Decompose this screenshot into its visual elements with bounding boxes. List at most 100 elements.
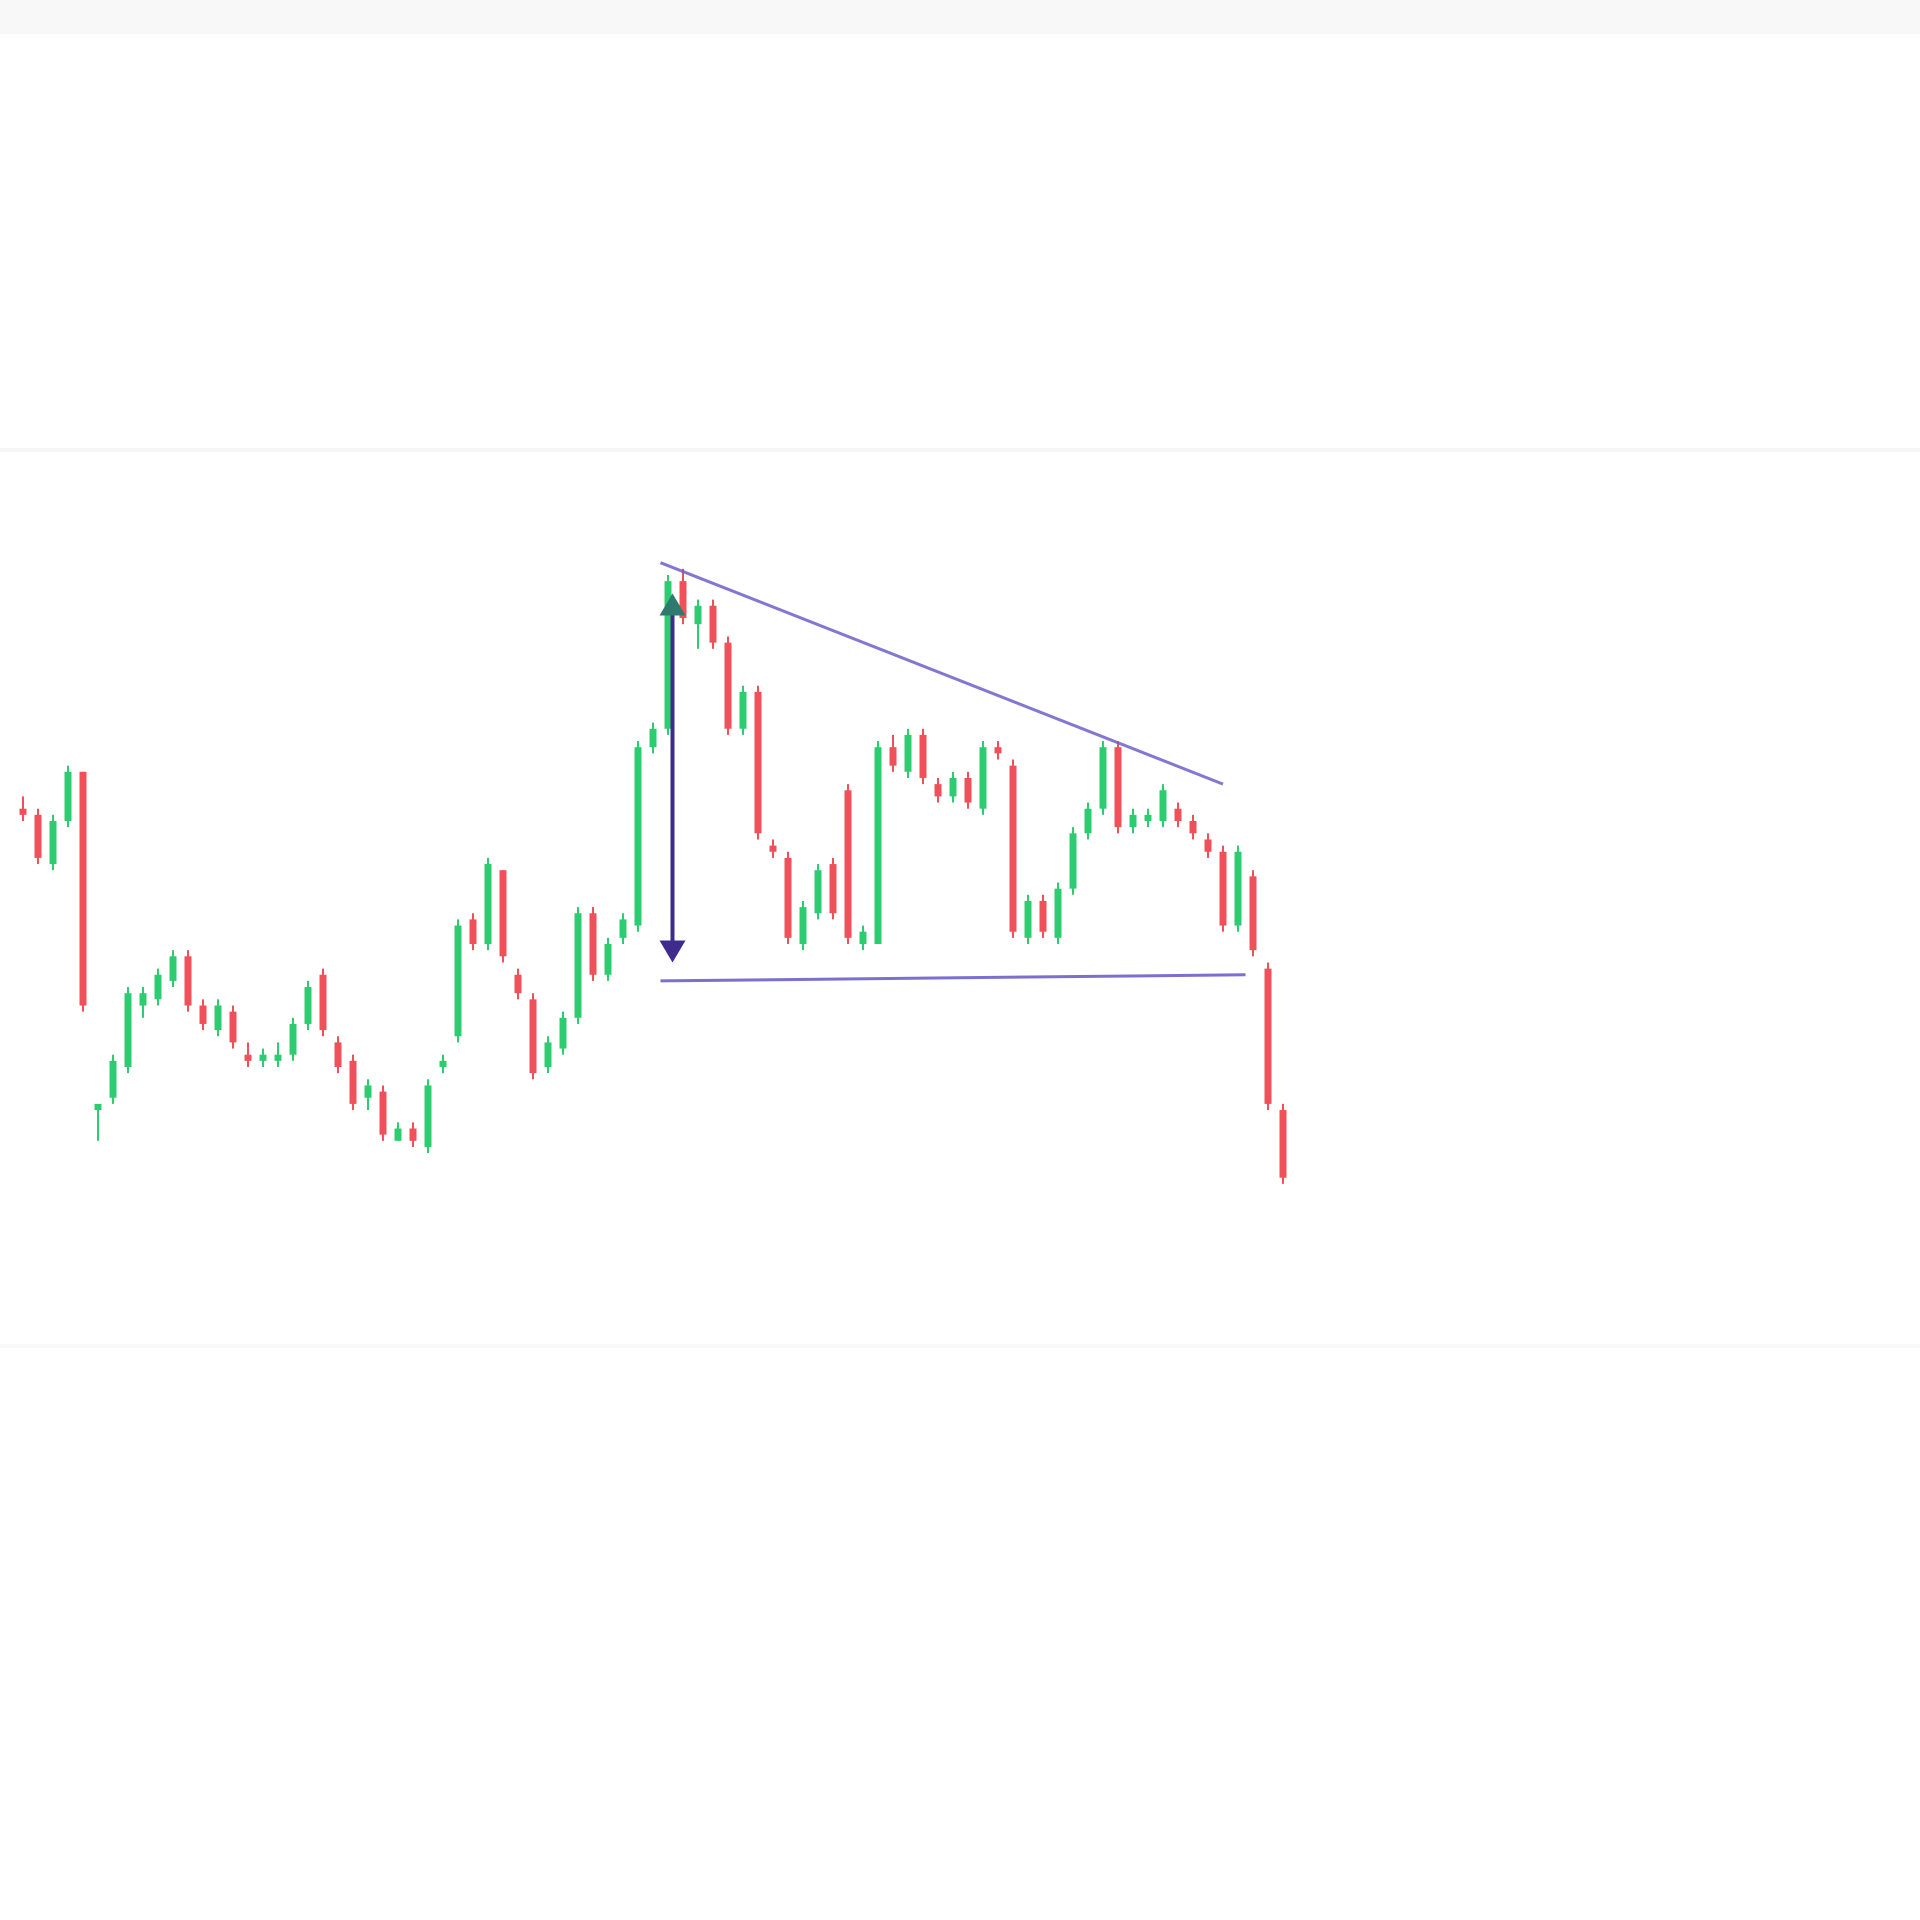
candle-body <box>769 845 777 852</box>
candle-body <box>1189 821 1197 834</box>
candle-body <box>379 1091 387 1135</box>
candle-body <box>409 1128 417 1141</box>
candle-body <box>499 870 507 957</box>
candle-body <box>799 907 807 944</box>
candle-38 <box>574 907 582 1024</box>
candle-body <box>1024 900 1032 938</box>
candle-52 <box>784 851 792 944</box>
candle-46 <box>694 599 702 649</box>
candle-body <box>1219 851 1227 926</box>
candle-42 <box>634 741 642 932</box>
candle-body <box>1114 747 1122 828</box>
candle-70 <box>1054 882 1062 944</box>
candle-body <box>664 581 672 729</box>
candle-84 <box>1264 962 1272 1111</box>
candle-63 <box>949 771 957 803</box>
candle-75 <box>1129 808 1137 834</box>
candle-79 <box>1189 814 1197 840</box>
candle-23 <box>349 1054 357 1111</box>
candle-body <box>1144 814 1152 821</box>
arrow-up-head-icon <box>659 593 686 616</box>
candle-body <box>154 974 162 1000</box>
candle-body <box>964 777 972 803</box>
candle-39 <box>589 907 597 981</box>
mid-band <box>0 448 1920 452</box>
candle-85 <box>1279 1103 1287 1184</box>
candle-body <box>649 728 657 748</box>
candle-body <box>244 1054 252 1061</box>
candle-body <box>589 913 597 975</box>
candle-73 <box>1099 741 1107 815</box>
candle-body <box>229 1011 237 1043</box>
candle-65 <box>979 741 987 815</box>
candle-body <box>274 1054 282 1061</box>
candle-74 <box>1114 741 1122 834</box>
candle-body <box>439 1060 447 1067</box>
candle-2 <box>34 808 42 865</box>
candle-45 <box>679 568 687 625</box>
candle-body <box>1009 765 1017 932</box>
candle-13 <box>199 999 207 1031</box>
resistance-trendline <box>659 561 1224 786</box>
candle-body <box>49 821 57 865</box>
candle-body <box>1249 876 1257 951</box>
candle-77 <box>1159 784 1167 828</box>
candle-15 <box>229 1005 237 1049</box>
candle-14 <box>214 999 222 1037</box>
candle-body <box>1054 888 1062 938</box>
candle-body <box>64 771 72 821</box>
candle-body <box>784 857 792 938</box>
candle-10 <box>154 968 162 1006</box>
candle-body <box>1234 851 1242 926</box>
candle-17 <box>259 1048 267 1067</box>
candle-body <box>304 987 312 1024</box>
candle-body <box>694 605 702 625</box>
candle-body <box>634 747 642 926</box>
candle-body <box>814 870 822 914</box>
candle-body <box>124 993 132 1067</box>
candle-50 <box>754 685 762 840</box>
candle-body <box>739 691 747 729</box>
candle-68 <box>1024 894 1032 944</box>
candle-27 <box>409 1122 417 1147</box>
candle-body <box>1159 790 1167 821</box>
candle-80 <box>1204 833 1212 858</box>
candle-64 <box>964 771 972 809</box>
candle-48 <box>724 636 732 735</box>
candle-58 <box>874 741 882 944</box>
candle-54 <box>814 864 822 920</box>
candle-body <box>1204 839 1212 852</box>
candle-24 <box>364 1079 372 1111</box>
candle-body <box>559 1017 567 1049</box>
arrow-down-head-icon <box>659 940 686 963</box>
candle-1 <box>19 796 27 821</box>
candle-8 <box>124 987 132 1074</box>
candle-body <box>139 993 147 1006</box>
candle-body <box>34 814 42 858</box>
candle-81 <box>1219 845 1227 932</box>
candle-36 <box>544 1036 552 1074</box>
candle-28 <box>424 1079 432 1154</box>
candle-57 <box>859 925 867 951</box>
candle-body <box>709 605 717 643</box>
candle-body <box>289 1023 297 1055</box>
candle-83 <box>1249 870 1257 957</box>
candle-body <box>889 747 897 766</box>
candle-25 <box>379 1085 387 1141</box>
candle-67 <box>1009 759 1017 938</box>
candle-72 <box>1084 802 1092 840</box>
candle-body <box>994 747 1002 754</box>
candle-7 <box>109 1054 117 1104</box>
candle-body <box>574 913 582 1018</box>
candle-12 <box>184 950 192 1012</box>
candle-34 <box>514 968 522 1000</box>
candle-37 <box>559 1011 567 1055</box>
candle-body <box>979 747 987 809</box>
candle-66 <box>994 741 1002 760</box>
candle-body <box>679 581 687 619</box>
candle-body <box>604 944 612 975</box>
candle-body <box>844 790 852 938</box>
candle-body <box>1099 747 1107 809</box>
candle-55 <box>829 857 837 920</box>
